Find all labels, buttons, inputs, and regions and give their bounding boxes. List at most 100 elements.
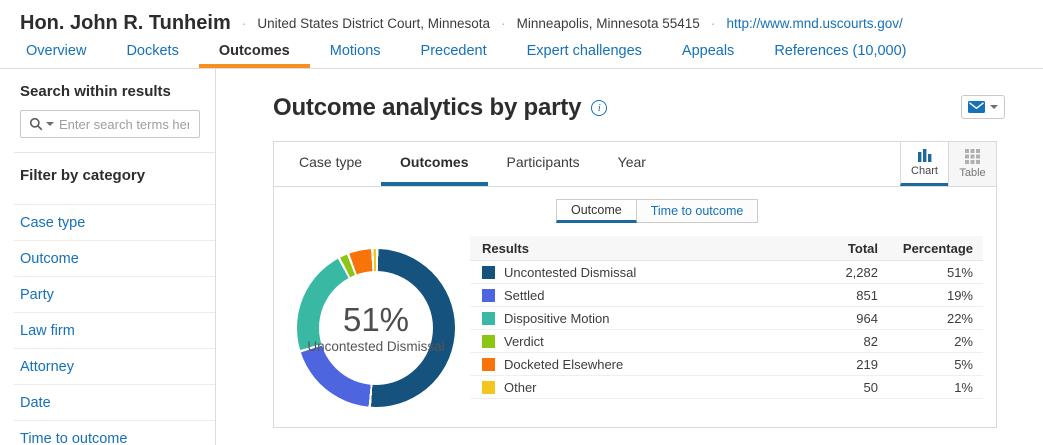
result-label-cell: Verdict: [482, 334, 768, 349]
legend-color-swatch: [482, 380, 495, 394]
chart-content-area: Outcome Time to outcome 51% Uncontested …: [274, 187, 996, 427]
legend-color-swatch: [482, 311, 495, 325]
donut-center-value: 51%: [342, 300, 410, 338]
analytics-tabbar: Case type Outcomes Participants Year: [274, 142, 996, 187]
email-delivery-button[interactable]: [961, 95, 1005, 119]
nav-tab-label: Dockets: [126, 43, 179, 59]
filter-category-label: Law firm: [20, 322, 75, 339]
nav-tab[interactable]: Dockets: [106, 38, 198, 68]
main-content: Outcome analytics by party i Case type O…: [216, 69, 1043, 445]
results-table-row: Settled 851 19%: [470, 284, 983, 307]
donut-center-label: Uncontested Dismissal: [307, 338, 445, 354]
result-label-cell: Other: [482, 380, 768, 395]
search-options-caret-icon[interactable]: [46, 122, 54, 126]
filter-category-item[interactable]: Law firm: [14, 312, 215, 348]
result-label: Uncontested Dismissal: [504, 264, 637, 280]
result-total: 964: [856, 310, 878, 326]
filter-category-label: Case type: [20, 214, 86, 231]
nav-tab[interactable]: Precedent: [401, 38, 507, 68]
nav-tab-label: Overview: [26, 43, 87, 59]
outcome-subtabs: Outcome Time to outcome: [556, 199, 759, 223]
search-icon[interactable]: [29, 117, 43, 131]
legend-color-swatch: [482, 265, 495, 279]
top-nav-tabs: Overview Dockets Outcomes Motions Preced…: [0, 38, 1043, 69]
total-column-header: Total: [847, 240, 878, 256]
nav-tab-label: Motions: [329, 43, 381, 59]
filter-category-item[interactable]: Outcome: [14, 240, 215, 276]
result-label-cell: Uncontested Dismissal: [482, 265, 768, 280]
table-grid-icon: [965, 149, 980, 164]
legend-color-swatch: [482, 288, 495, 302]
donut-chart[interactable]: 51% Uncontested Dismissal: [297, 249, 455, 407]
result-total: 2,282: [845, 264, 878, 280]
result-label: Verdict: [504, 333, 544, 349]
analytics-tab-label: Year: [617, 154, 646, 170]
page-title: Outcome analytics by party: [273, 94, 582, 121]
filter-category-item[interactable]: Date: [14, 384, 215, 420]
filter-category-label: Attorney: [20, 358, 74, 375]
results-table-row: Uncontested Dismissal 2,282 51%: [470, 261, 983, 284]
filter-category-list: Case type Outcome Party Law firm Attorne…: [14, 204, 215, 445]
analytics-tab[interactable]: Year: [599, 142, 665, 186]
nav-tab[interactable]: Expert challenges: [507, 38, 662, 68]
filter-category-item[interactable]: Case type: [14, 204, 215, 240]
nav-tab[interactable]: References (10,000): [754, 38, 926, 68]
title-row: Outcome analytics by party i: [273, 94, 1043, 122]
outcome-subtab-label: Time to outcome: [650, 204, 744, 218]
donut-center: 51% Uncontested Dismissal: [307, 271, 445, 385]
info-icon[interactable]: i: [591, 100, 608, 116]
result-percentage: 1%: [954, 379, 973, 395]
filter-sidebar: Search within results Filter by category…: [0, 69, 216, 445]
outcome-subtab[interactable]: Outcome: [556, 199, 637, 223]
results-table-row: Other 50 1%: [470, 376, 983, 399]
nav-tab[interactable]: Motions: [310, 38, 401, 68]
chart-view-label: Chart: [911, 165, 938, 177]
nav-tab[interactable]: Overview: [6, 38, 106, 68]
separator-dot: ·: [241, 15, 247, 31]
table-view-button[interactable]: Table: [948, 142, 996, 186]
result-total: 851: [856, 287, 878, 303]
search-within-results-heading: Search within results: [20, 83, 171, 100]
chart-view-button[interactable]: Chart: [900, 142, 948, 186]
court-website-link[interactable]: http://www.mnd.uscourts.gov/: [726, 15, 903, 31]
tabbar-spacer: [665, 142, 900, 186]
result-label-cell: Dispositive Motion: [482, 311, 768, 326]
separator-dot: ·: [501, 15, 506, 31]
results-table-row: Docketed Elsewhere 219 5%: [470, 353, 983, 376]
legend-color-swatch: [482, 334, 495, 348]
filter-category-item[interactable]: Time to outcome: [14, 420, 215, 445]
filter-category-item[interactable]: Party: [14, 276, 215, 312]
court-name: United States District Court, Minnesota: [257, 15, 490, 31]
nav-tab-label: Outcomes: [218, 43, 290, 59]
court-location: Minneapolis, Minnesota 55415: [516, 15, 700, 31]
filter-category-item[interactable]: Attorney: [14, 348, 215, 384]
result-total: 50: [863, 379, 878, 395]
filter-category-label: Date: [20, 394, 51, 411]
sidebar-divider: [14, 152, 215, 153]
analytics-tab[interactable]: Participants: [488, 142, 599, 186]
filter-category-label: Time to outcome: [20, 430, 128, 445]
results-table: Results Total Percentage Uncontested Dis…: [470, 236, 983, 399]
delivery-options-caret-icon: [990, 105, 998, 109]
outcome-subtab[interactable]: Time to outcome: [636, 199, 759, 223]
search-input[interactable]: [57, 115, 191, 133]
bar-chart-icon: [917, 148, 933, 162]
legend-color-swatch: [482, 357, 495, 371]
result-percentage: 2%: [954, 333, 973, 349]
nav-tab[interactable]: Appeals: [662, 38, 754, 68]
analytics-tab[interactable]: Outcomes: [381, 142, 488, 186]
search-box[interactable]: [20, 110, 200, 138]
result-percentage: 5%: [954, 356, 973, 372]
nav-tab-label: Precedent: [420, 43, 487, 59]
results-table-row: Verdict 82 2%: [470, 330, 983, 353]
outcome-subtab-label: Outcome: [571, 203, 622, 217]
table-view-label: Table: [959, 167, 986, 179]
analytics-tab[interactable]: Case type: [280, 142, 381, 186]
envelope-icon: [968, 101, 985, 113]
judge-name: Hon. John R. Tunheim: [20, 11, 231, 34]
nav-tab-label: Expert challenges: [526, 43, 642, 59]
filter-by-category-heading: Filter by category: [20, 167, 146, 184]
nav-tab[interactable]: Outcomes: [198, 38, 310, 68]
analytics-tab-label: Participants: [506, 154, 580, 170]
